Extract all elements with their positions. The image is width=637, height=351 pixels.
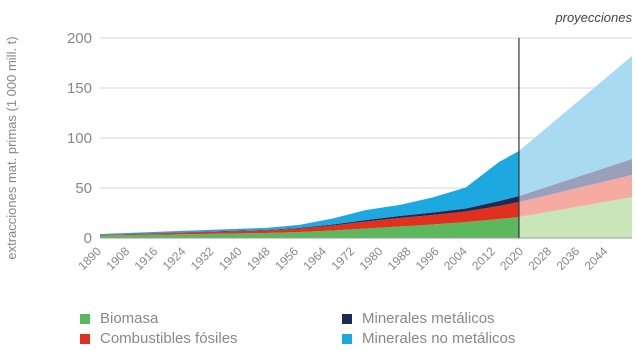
area-biomasa (100, 217, 519, 238)
x-tick-label: 1908 (103, 244, 132, 273)
area-minerales-no-metalicos (100, 151, 519, 235)
legend-item-minerales-no-metalicos: Minerales no metálicos (342, 330, 592, 347)
y-axis-label: extracciones mat. primas (1 000 mill. t) (4, 36, 19, 259)
area-projection-biomasa (518, 197, 632, 238)
y-tick-labels: 0 50 100 150 200 (67, 30, 92, 247)
y-tick-label: 150 (67, 80, 92, 97)
x-tick-label: 2028 (525, 244, 554, 273)
x-tick-label: 1988 (385, 244, 414, 273)
stacked-area-chart: 0 50 100 150 200 1890 1908 1916 1924 1932 1940 194… (4, 10, 632, 273)
legend-swatch (80, 313, 90, 324)
legend-swatch (342, 333, 352, 344)
area-projection-minerales-metalicos (518, 159, 632, 202)
legend-label: Minerales metálicos (362, 310, 495, 327)
area-minerales-metalicos (100, 196, 519, 235)
projection-label: proyecciones (554, 10, 632, 25)
legend-label: Biomasa (100, 310, 159, 327)
x-tick-label: 2004 (441, 244, 470, 273)
x-tick-label: 1940 (216, 244, 245, 273)
x-tick-label: 1964 (300, 244, 329, 273)
area-projection-minerales-no-metalicos (518, 56, 632, 196)
x-tick-label: 1956 (272, 244, 301, 273)
y-tick-label: 50 (75, 180, 92, 197)
legend-item-minerales-metalicos: Minerales metálicos (342, 310, 592, 327)
x-tick-labels: 1890 1908 1916 1924 1932 1940 1948 1956 1964 1972… (75, 244, 610, 273)
x-tick-label: 2012 (469, 244, 498, 273)
legend-label: Combustibles fósiles (100, 330, 238, 347)
x-tick-label: 1972 (329, 244, 358, 273)
area-series (100, 56, 632, 238)
legend-label: Minerales no metálicos (362, 330, 516, 347)
legend-swatch (80, 333, 90, 344)
x-tick-label: 1916 (132, 244, 161, 273)
legend-item-biomasa: Biomasa (80, 310, 342, 327)
x-tick-label: 1932 (188, 244, 217, 273)
y-tick-label: 0 (84, 230, 92, 247)
area-projection-combustibles-fosiles (518, 175, 632, 217)
x-tick-label: 2020 (497, 244, 526, 273)
x-tick-label: 2036 (554, 244, 583, 273)
x-tick-label: 2044 (582, 244, 611, 273)
legend-item-combustibles-fosiles: Combustibles fósiles (80, 330, 342, 347)
x-tick-label: 1980 (357, 244, 386, 273)
area-combustibles-fosiles (100, 202, 519, 236)
y-tick-label: 200 (67, 30, 92, 47)
legend: Biomasa Minerales metálicos Combustibles… (80, 310, 600, 347)
axes (100, 38, 632, 239)
x-tick-label: 1924 (160, 244, 189, 273)
x-tick-label: 1948 (244, 244, 273, 273)
x-tick-label: 1996 (413, 244, 442, 273)
legend-swatch (342, 313, 352, 324)
y-tick-label: 100 (67, 130, 92, 147)
x-tick-label: 1890 (75, 244, 104, 273)
